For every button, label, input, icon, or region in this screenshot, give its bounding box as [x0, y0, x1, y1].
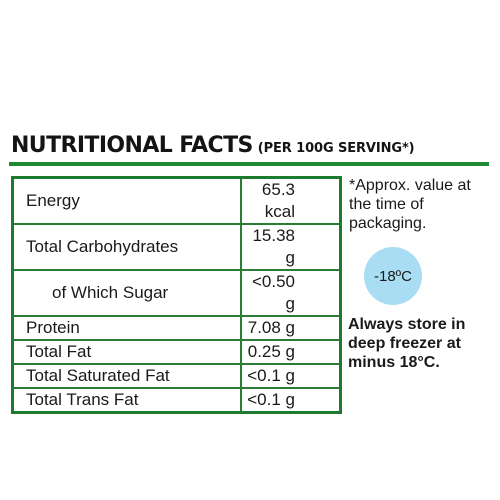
table-row: Total Saturated Fat <0.1 g: [11, 363, 342, 389]
row-value: <0.1 g: [240, 387, 342, 414]
table-row: Total Trans Fat <0.1 g: [11, 387, 342, 414]
row-label: Total Carbohydrates: [11, 223, 242, 271]
table-row: Total Carbohydrates 15.38 g: [11, 223, 342, 271]
title-underline: [9, 162, 489, 166]
nutrition-title: NUTRITIONAL FACTS (PER 100G SERVING*): [11, 133, 415, 158]
approx-value-note: *Approx. value at the time of packaging.: [349, 177, 471, 232]
row-label: Energy: [11, 176, 242, 225]
nutrition-table: Energy 65.3 kcal Total Carbohydrates 15.…: [11, 176, 342, 414]
table-row: of Which Sugar <0.50 g: [11, 269, 342, 317]
row-label: Total Saturated Fat: [11, 363, 242, 389]
row-value: 0.25 g: [240, 339, 342, 365]
row-value: <0.1 g: [240, 363, 342, 389]
storage-instruction: Always store in deep freezer at minus 18…: [348, 316, 466, 371]
table-row: Protein 7.08 g: [11, 315, 342, 341]
title-serving-note: (PER 100G SERVING*): [257, 141, 415, 156]
row-value: 15.38 g: [240, 223, 342, 271]
row-label: of Which Sugar: [11, 269, 242, 317]
row-value: 65.3 kcal: [240, 176, 342, 225]
row-value: <0.50 g: [240, 269, 342, 317]
row-label: Total Fat: [11, 339, 242, 365]
row-label: Protein: [11, 315, 242, 341]
table-row: Energy 65.3 kcal: [11, 176, 342, 225]
temperature-badge: -18ºC: [364, 247, 422, 305]
table-row: Total Fat 0.25 g: [11, 339, 342, 365]
row-label: Total Trans Fat: [11, 387, 242, 414]
row-value: 7.08 g: [240, 315, 342, 341]
title-main: NUTRITIONAL FACTS: [11, 133, 253, 158]
